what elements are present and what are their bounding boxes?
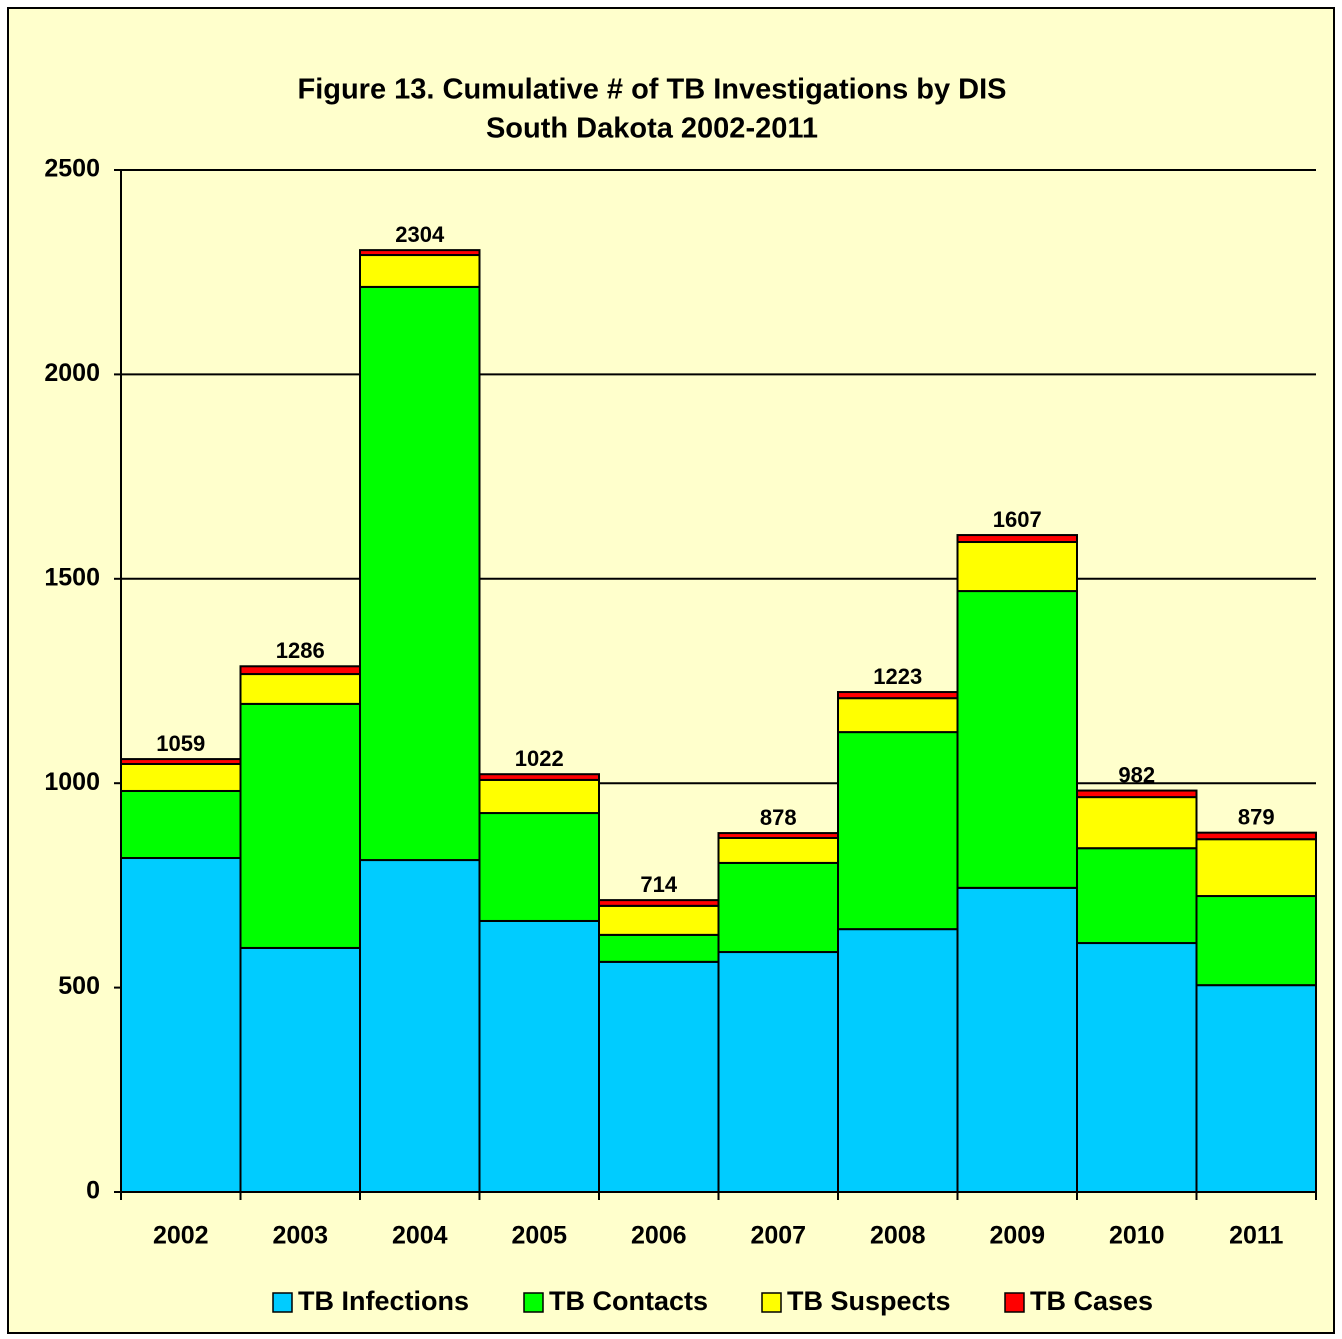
legend-label: TB Contacts xyxy=(549,1286,708,1316)
bar-segment xyxy=(359,249,481,257)
bar-segment xyxy=(120,857,242,1193)
x-tick-label: 2008 xyxy=(870,1222,926,1250)
bar-segment xyxy=(1076,789,1198,799)
total-label: 878 xyxy=(760,805,797,830)
legend-swatch xyxy=(523,1292,544,1313)
bar-segment xyxy=(239,665,361,676)
bar-segment xyxy=(837,691,959,700)
bar-segment xyxy=(598,933,720,963)
chart-subtitle: South Dakota 2002-2011 xyxy=(486,113,818,145)
bar-segment xyxy=(1076,847,1198,945)
total-label: 1607 xyxy=(993,507,1042,532)
total-label: 982 xyxy=(1118,762,1155,787)
bar-segment xyxy=(717,861,839,954)
y-tick-label: 500 xyxy=(58,972,100,1000)
bar-segment xyxy=(120,789,242,860)
bar-segment xyxy=(837,928,959,1193)
x-tick-label: 2009 xyxy=(989,1222,1045,1250)
bar-segment xyxy=(956,886,1078,1193)
bar-segment xyxy=(598,904,720,936)
total-label: 1022 xyxy=(515,746,564,771)
bar-segment xyxy=(717,951,839,1194)
bar-segment xyxy=(1076,942,1198,1193)
y-tick-label: 2000 xyxy=(44,359,100,387)
total-label: 1286 xyxy=(276,638,325,663)
y-tick-label: 1500 xyxy=(44,563,100,591)
bar-segment xyxy=(478,778,600,815)
bar-segment xyxy=(1195,984,1317,1194)
x-tick-label: 2011 xyxy=(1229,1222,1283,1250)
bar-segment xyxy=(717,836,839,864)
bar-segment xyxy=(1195,831,1317,841)
bar-segment xyxy=(1195,895,1317,987)
bar-segment xyxy=(598,960,720,1193)
bar-segment xyxy=(359,254,481,288)
bar-segment xyxy=(239,673,361,705)
bar-segment xyxy=(956,541,1078,593)
total-label: 1223 xyxy=(873,664,922,689)
legend-swatch xyxy=(272,1292,293,1313)
x-tick-label: 2010 xyxy=(1109,1222,1165,1250)
legend-swatch xyxy=(1004,1292,1025,1313)
total-label: 1059 xyxy=(156,731,205,756)
legend-swatch xyxy=(761,1292,782,1313)
bar-segment xyxy=(478,773,600,781)
x-tick-label: 2004 xyxy=(392,1222,448,1250)
y-tick-label: 2500 xyxy=(44,155,100,183)
bar-segment xyxy=(837,731,959,931)
legend-label: TB Infections xyxy=(298,1286,469,1316)
bar-segment xyxy=(1195,838,1317,898)
bar-segment xyxy=(359,859,481,1193)
bar-segment xyxy=(956,534,1078,544)
bar-segment xyxy=(120,758,242,765)
total-label: 2304 xyxy=(395,222,445,247)
chart-title: Figure 13. Cumulative # of TB Investigat… xyxy=(297,74,1006,106)
legend-label: TB Cases xyxy=(1030,1286,1153,1316)
bar-segment xyxy=(239,702,361,949)
x-tick-label: 2005 xyxy=(511,1222,567,1250)
bar-segment xyxy=(478,919,600,1193)
x-tick-label: 2003 xyxy=(272,1222,328,1250)
legend-label: TB Suspects xyxy=(787,1286,951,1316)
y-tick-label: 0 xyxy=(86,1177,100,1205)
bar-segment xyxy=(478,812,600,922)
total-label: 714 xyxy=(640,872,677,897)
x-tick-label: 2002 xyxy=(153,1222,209,1250)
bar-segment xyxy=(956,590,1078,889)
x-tick-label: 2007 xyxy=(750,1222,806,1250)
bar-segment xyxy=(120,762,242,792)
bar-segment xyxy=(837,697,959,734)
bar-segment xyxy=(717,832,839,839)
y-tick-label: 1000 xyxy=(44,768,100,796)
bar-segment xyxy=(239,946,361,1194)
bar-segment xyxy=(598,899,720,907)
bar-segment xyxy=(1076,796,1198,850)
total-label: 879 xyxy=(1238,804,1275,829)
bar-segment xyxy=(359,285,481,862)
x-tick-label: 2006 xyxy=(631,1222,687,1250)
